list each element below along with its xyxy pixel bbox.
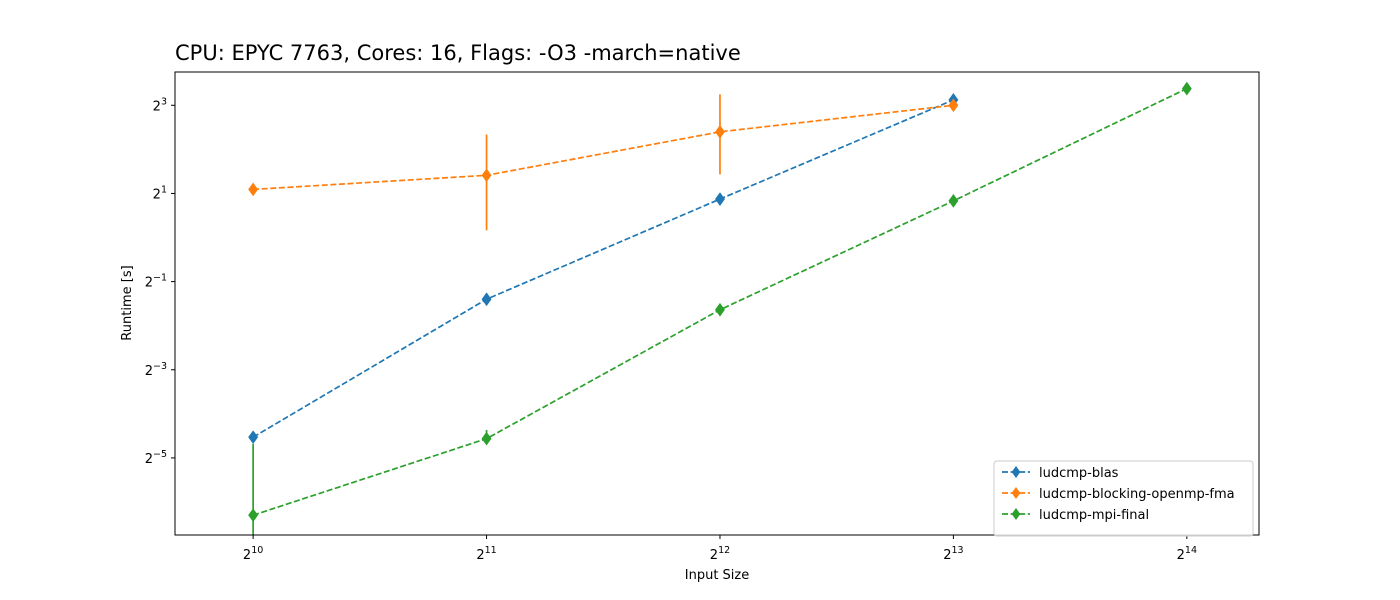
chart-title: CPU: EPYC 7763, Cores: 16, Flags: -O3 -m… xyxy=(175,41,741,65)
x-tick-label-3: 213 xyxy=(943,545,963,563)
x-tick-label-2: 212 xyxy=(710,545,730,563)
x-axis: 210 211 212 213 214 xyxy=(243,535,1197,563)
y-tick-label-3: 21 xyxy=(153,184,167,202)
y-axis-label: Runtime [s] xyxy=(120,265,135,340)
x-tick-label-1: 211 xyxy=(476,545,496,563)
data-point-ludcmp-blocking-openmp-fma-2 xyxy=(715,124,725,139)
data-point-ludcmp-mpi-final-1 xyxy=(481,431,492,446)
data-point-ludcmp-blas-1 xyxy=(481,292,492,307)
y-tick-label-0: 2−5 xyxy=(145,449,167,467)
legend-box xyxy=(993,460,1254,537)
x-tick-label-4: 214 xyxy=(1177,545,1197,563)
data-point-ludcmp-blocking-openmp-fma-1 xyxy=(481,168,492,183)
series-ludcmp-mpi-final xyxy=(248,81,1192,535)
series-line-ludcmp-blocking-openmp-fma xyxy=(253,104,954,191)
x-axis-label: Input Size xyxy=(685,568,749,583)
plot-content xyxy=(248,81,1192,535)
legend-marker-ludcmp-blas xyxy=(1011,466,1021,478)
data-point-ludcmp-mpi-final-0 xyxy=(248,508,259,523)
legend-label-ludcmp-mpi-final: ludcmp-mpi-final xyxy=(1039,508,1149,523)
plot-frame xyxy=(174,71,1260,536)
plot-area xyxy=(248,81,1192,535)
data-point-ludcmp-blas-2 xyxy=(715,192,725,206)
legend-label-ludcmp-blas: ludcmp-blas xyxy=(1039,466,1119,481)
y-tick-label-2: 2−1 xyxy=(145,273,167,291)
y-axis: 2−5 2−3 2−1 21 23 xyxy=(145,96,175,467)
data-point-ludcmp-blocking-openmp-fma-0 xyxy=(248,182,259,197)
data-point-ludcmp-blas-0 xyxy=(248,430,259,445)
legend: ludcmp-blas ludcmp-blocking-openmp-fma lud… xyxy=(993,460,1254,537)
data-point-ludcmp-mpi-final-2 xyxy=(715,302,725,317)
y-tick-label-1: 2−3 xyxy=(145,361,167,379)
series-ludcmp-blocking-openmp-fma xyxy=(248,94,959,231)
x-tick-label-0: 210 xyxy=(243,545,263,563)
y-tick-label-4: 23 xyxy=(153,96,167,114)
data-point-ludcmp-mpi-final-3 xyxy=(948,193,959,208)
data-point-ludcmp-mpi-final-4 xyxy=(1181,81,1192,96)
legend-marker-ludcmp-mpi-final xyxy=(1011,508,1021,520)
legend-label-ludcmp-blocking-openmp-fma: ludcmp-blocking-openmp-fma xyxy=(1039,487,1235,502)
series-line-ludcmp-blas xyxy=(252,99,954,438)
legend-marker-ludcmp-blocking-openmp-fma xyxy=(1011,487,1021,499)
data-point-ludcmp-blocking-openmp-fma-3 xyxy=(948,98,959,113)
